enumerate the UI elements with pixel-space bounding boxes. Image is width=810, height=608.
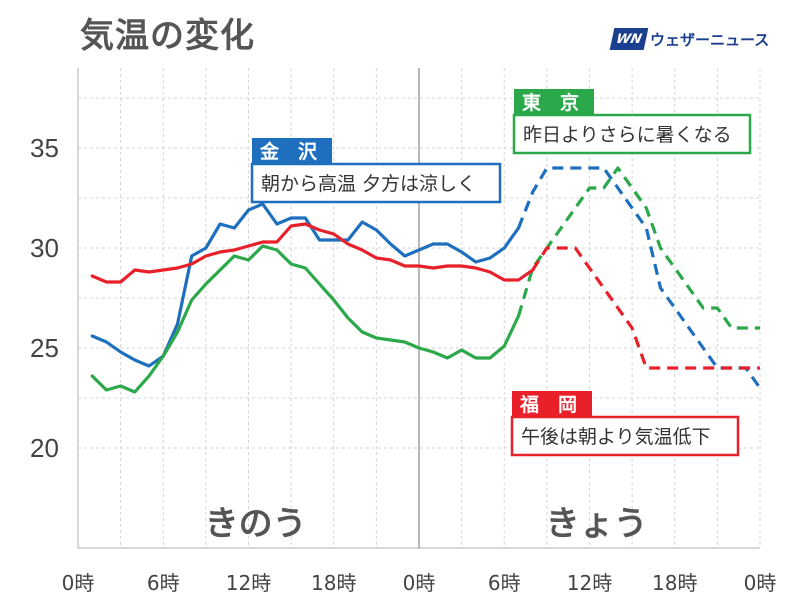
x-tick-label: 0時 (744, 571, 777, 595)
series-line-observed-2 (90, 222, 535, 284)
series-line-forecast-2 (531, 246, 760, 370)
y-tick-label: 35 (30, 133, 59, 163)
callout-note: 昨日よりさらに暑くなる (523, 124, 732, 146)
callout-box-0 (250, 162, 502, 204)
callout-box-1 (512, 113, 752, 155)
day-label: きょう (546, 504, 648, 544)
callout-tab-2 (512, 391, 592, 417)
brand-name: ウェザーニュース (650, 30, 770, 49)
chart-title: 気温の変化 (80, 16, 255, 56)
y-tick-label: 25 (30, 333, 59, 363)
callout-city-name: 福 岡 (519, 393, 577, 416)
x-tick-label: 0時 (403, 571, 436, 595)
x-tick-label: 18時 (652, 571, 697, 595)
x-tick-label: 18時 (311, 571, 356, 595)
day-label: きのう (205, 504, 307, 544)
callout-note: 午後は朝より気温低下 (521, 426, 711, 448)
callout-box-2 (510, 415, 740, 457)
y-tick-label: 30 (30, 233, 59, 263)
callout-city-name: 東 京 (522, 91, 579, 114)
series-line-observed-1 (90, 244, 521, 394)
callout-note: 朝から高温 夕方は涼しく (261, 173, 476, 195)
callout-tab-0 (252, 138, 332, 164)
weathernews-logo: WN ウェザーニュース (609, 26, 770, 52)
x-tick-label: 6時 (147, 571, 180, 595)
series-line-observed-0 (90, 202, 521, 368)
x-tick-label: 12時 (567, 571, 612, 595)
callout-city-name: 金 沢 (259, 140, 318, 163)
callout-tab-1 (514, 89, 594, 115)
x-tick-label: 12時 (226, 571, 271, 595)
series-line-forecast-1 (516, 166, 760, 330)
x-tick-label: 6時 (488, 571, 521, 595)
y-tick-label: 20 (30, 433, 59, 463)
x-tick-label: 0時 (62, 571, 95, 595)
series-line-forecast-0 (517, 166, 762, 389)
